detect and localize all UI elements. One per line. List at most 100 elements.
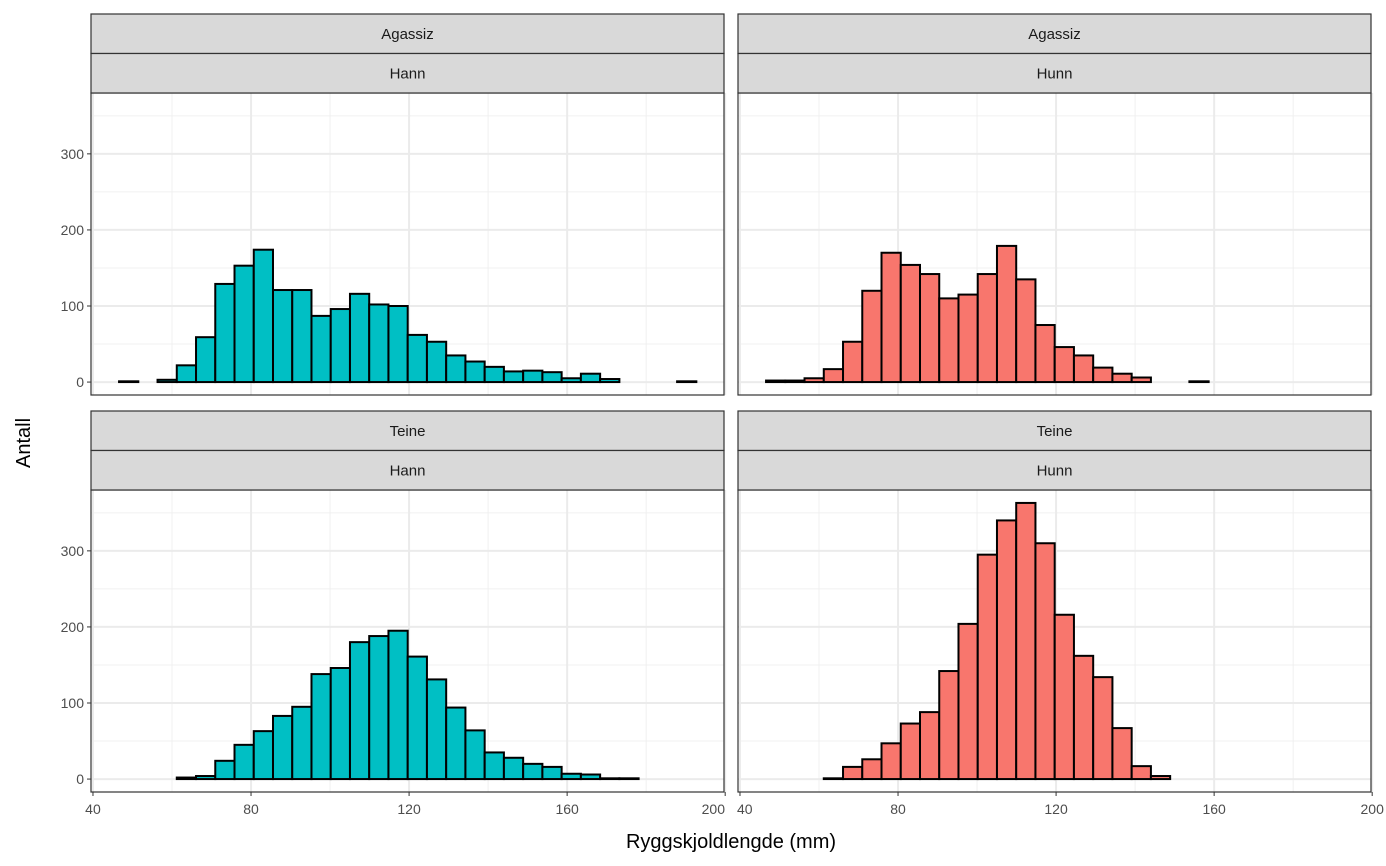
- histogram-bar: [195, 775, 217, 781]
- histogram-bar: [368, 635, 390, 781]
- histogram-bar: [822, 777, 845, 781]
- histogram-bar: [861, 758, 883, 781]
- histogram-bar: [464, 729, 486, 781]
- histogram-bar: [1034, 324, 1056, 384]
- y-axis-label: Antall: [13, 418, 35, 468]
- strip-row: [90, 13, 725, 55]
- histogram-bar: [1053, 613, 1075, 781]
- strip-col: [737, 52, 1372, 94]
- x-tick-label: 80: [890, 801, 906, 817]
- histogram-bar: [233, 264, 255, 384]
- strip-label-method: Agassiz: [1028, 26, 1081, 43]
- histogram-bar: [406, 655, 428, 781]
- histogram-bar: [861, 289, 883, 384]
- histogram-bar: [784, 379, 806, 384]
- histogram-bar: [502, 756, 525, 781]
- x-tick-label: 120: [1044, 801, 1068, 817]
- x-tick-label: 160: [1202, 801, 1226, 817]
- x-tick-label: 40: [737, 801, 753, 817]
- histogram-bar: [214, 282, 236, 384]
- histogram-bar: [1034, 542, 1056, 781]
- histogram-bar: [425, 340, 448, 384]
- histogram-bar: [387, 629, 409, 781]
- histogram-bar: [425, 678, 448, 781]
- histogram-bar: [938, 297, 960, 384]
- x-tick-label: 160: [555, 801, 579, 817]
- histogram-bar: [599, 378, 621, 384]
- strip-row: [737, 410, 1372, 452]
- histogram-bar: [1053, 346, 1075, 384]
- histogram-bar: [252, 730, 274, 781]
- strip-label-sex: Hann: [390, 65, 426, 82]
- y-tick-label: 0: [76, 374, 84, 390]
- histogram-bar: [957, 622, 979, 781]
- histogram-bar: [483, 751, 505, 781]
- histogram-bar: [541, 765, 563, 781]
- histogram-bar: [310, 673, 332, 781]
- histogram-bar: [676, 380, 698, 384]
- histogram-bar: [195, 336, 217, 384]
- histogram-bar: [118, 380, 140, 384]
- facet-panel-teine-hann: Teine Hann 0 100 200 300 40 80 120 160 200: [61, 410, 727, 817]
- y-tick-label: 300: [61, 543, 85, 559]
- histogram-bar: [899, 263, 921, 384]
- histogram-bar: [1072, 354, 1095, 384]
- strip-label-sex: Hunn: [1037, 462, 1073, 479]
- histogram-bar: [1092, 366, 1114, 384]
- histogram-bar: [842, 340, 864, 384]
- histogram-bar: [387, 304, 409, 384]
- histogram-bar: [1149, 775, 1172, 781]
- histogram-bar: [252, 248, 274, 384]
- strip-label-method: Teine: [1037, 423, 1073, 440]
- x-tick-label: 120: [397, 801, 421, 817]
- x-tick-label: 40: [85, 801, 101, 817]
- y-tick-label: 300: [61, 146, 85, 162]
- histogram-bar: [271, 714, 294, 781]
- histogram-bar: [880, 742, 902, 781]
- histogram-bar: [842, 765, 864, 781]
- x-tick-label: 200: [1361, 801, 1385, 817]
- histogram-bar: [995, 519, 1018, 781]
- histogram-bar: [918, 711, 941, 781]
- histogram-bar: [918, 273, 941, 384]
- histogram-bar: [310, 314, 332, 384]
- histogram-bar: [502, 370, 525, 384]
- histogram-bar: [938, 670, 960, 781]
- histogram-bar: [560, 772, 582, 781]
- y-tick-label: 200: [61, 222, 85, 238]
- histogram-bar: [1130, 765, 1152, 781]
- histogram-bar: [995, 244, 1018, 384]
- histogram-bar: [1015, 278, 1037, 384]
- histogram-bar: [214, 759, 236, 781]
- histogram-bar: [957, 293, 979, 384]
- histogram-bar: [1111, 727, 1133, 781]
- histogram-bar: [348, 292, 371, 384]
- histogram-bar: [618, 777, 640, 781]
- strip-label-sex: Hunn: [1037, 65, 1073, 82]
- histogram-bar: [271, 289, 294, 384]
- histogram-bar: [803, 377, 825, 384]
- histogram-bar: [175, 364, 198, 384]
- strip-col: [90, 449, 725, 491]
- histogram-bar: [291, 705, 313, 781]
- histogram-bar: [522, 762, 544, 781]
- histogram-bar: [233, 743, 255, 781]
- facet-panel-agassiz-hann: Agassiz Hann 0 100 200 300: [61, 13, 727, 396]
- facet-panel-teine-hunn: Teine Hunn 40 80 120 160 200: [737, 410, 1385, 817]
- x-tick-label: 80: [243, 801, 259, 817]
- strip-row: [737, 13, 1372, 55]
- histogram-bar: [464, 360, 486, 384]
- histogram-bar: [445, 706, 467, 781]
- histogram-bar: [541, 371, 563, 384]
- histogram-bar: [899, 722, 921, 781]
- strip-label-method: Agassiz: [381, 26, 434, 43]
- histogram-bar: [579, 372, 602, 384]
- histogram-bar: [765, 379, 787, 384]
- x-tick-label: 200: [702, 801, 726, 817]
- histogram-bar: [1072, 654, 1095, 781]
- histogram-bar: [175, 776, 198, 781]
- histogram-bar: [406, 333, 428, 384]
- x-axis-label: Ryggskjoldlengde (mm): [626, 831, 836, 853]
- histogram-bar: [579, 773, 602, 781]
